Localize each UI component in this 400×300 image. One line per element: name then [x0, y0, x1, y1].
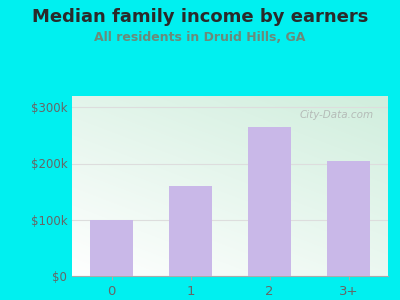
Bar: [169, 186, 212, 276]
Text: All residents in Druid Hills, GA: All residents in Druid Hills, GA: [94, 31, 306, 44]
Bar: [327, 161, 370, 276]
Bar: [90, 220, 133, 276]
Bar: [248, 127, 291, 276]
Text: City-Data.com: City-Data.com: [300, 110, 374, 120]
Text: Median family income by earners: Median family income by earners: [32, 8, 368, 26]
